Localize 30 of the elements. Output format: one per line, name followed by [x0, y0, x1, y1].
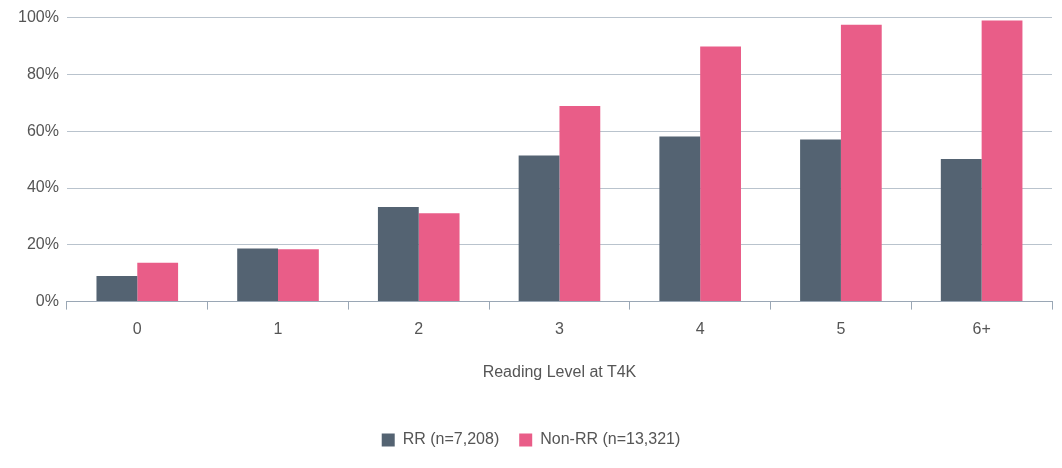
x-tick-label: 2	[414, 319, 424, 337]
bar	[940, 159, 982, 302]
bar	[800, 139, 841, 302]
bar	[237, 248, 279, 302]
x-tick-label: 6+	[972, 319, 991, 337]
bar	[518, 155, 560, 302]
x-tick-label: 4	[695, 319, 705, 337]
bar	[981, 20, 1023, 302]
bar	[559, 105, 601, 302]
bar	[418, 213, 460, 302]
x-tick-label: 5	[836, 319, 846, 337]
legend-label: Non-RR (n=13,321)	[540, 430, 681, 448]
y-tick-label: 60%	[26, 121, 59, 139]
y-tick-label: 100%	[18, 8, 59, 26]
bar	[278, 249, 319, 302]
bar	[840, 24, 882, 302]
bar	[137, 262, 179, 302]
bar	[96, 276, 138, 302]
x-axis-title: Reading Level at T4K	[482, 362, 637, 380]
x-tick-label: 3	[555, 319, 565, 337]
bar	[659, 136, 701, 302]
y-tick-label: 0%	[35, 292, 59, 310]
y-tick-label: 20%	[26, 235, 59, 253]
x-tick-label: 0	[132, 319, 142, 337]
y-tick-label: 40%	[26, 178, 59, 196]
x-tick-label: 1	[273, 319, 283, 337]
y-tick-label: 80%	[26, 64, 59, 82]
bar	[377, 207, 419, 302]
legend-label: RR (n=7,208)	[402, 430, 500, 448]
bar	[700, 46, 741, 302]
